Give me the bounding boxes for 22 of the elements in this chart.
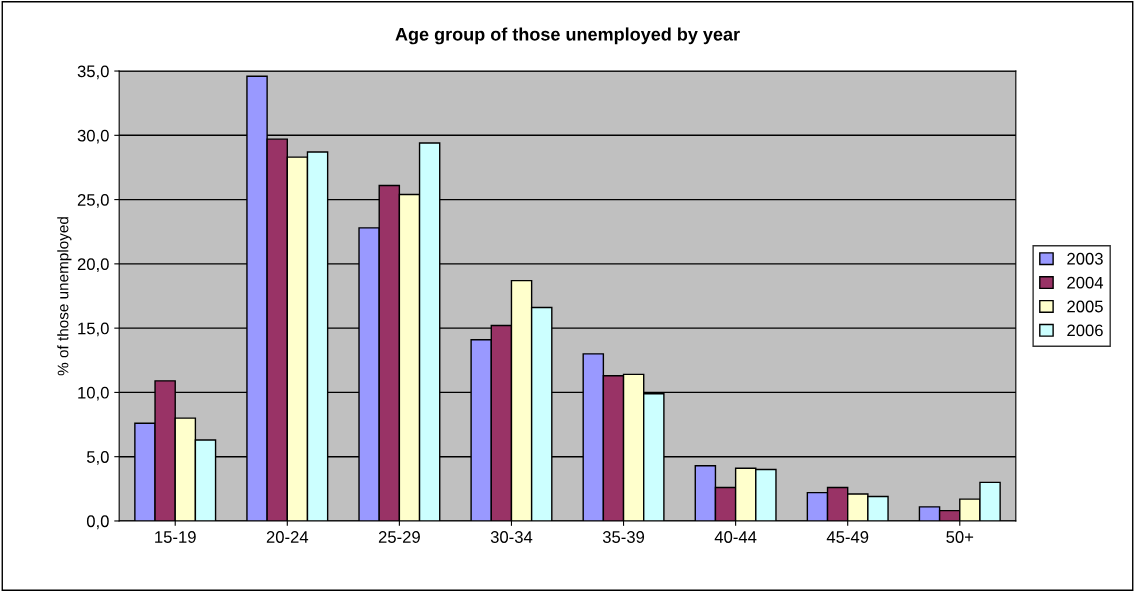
x-tick-label: 45-49 (826, 531, 869, 543)
y-tick-label: 10,0 (78, 386, 109, 401)
y-tick-label: 35,0 (77, 65, 109, 80)
x-tick-label: 35-39 (602, 531, 645, 543)
x-tick-label: 40-44 (714, 531, 757, 543)
y-tick-label: 15,0 (78, 322, 109, 337)
y-tick-label: 25,0 (77, 193, 109, 208)
x-tick-label: 15-19 (155, 531, 196, 543)
legend-label: 2004 (1067, 276, 1104, 289)
y-axis-title: % of those unemployed (57, 217, 72, 376)
legend-label: 2006 (1067, 324, 1103, 337)
x-tick-label: 50+ (946, 531, 974, 543)
legend-label: 2003 (1067, 252, 1103, 265)
x-tick-label: 20-24 (266, 531, 309, 543)
y-tick-label: 0,0 (86, 515, 109, 530)
y-tick-label: 20,0 (77, 258, 109, 273)
y-tick-label: 5,0 (86, 451, 109, 465)
x-tick-label: 25-29 (378, 531, 420, 543)
legend-label: 2005 (1067, 300, 1103, 313)
x-tick-label: 30-34 (490, 531, 533, 543)
chart-title: Age group of those unemployed by year (395, 27, 740, 45)
y-tick-label: 30,0 (77, 129, 109, 144)
